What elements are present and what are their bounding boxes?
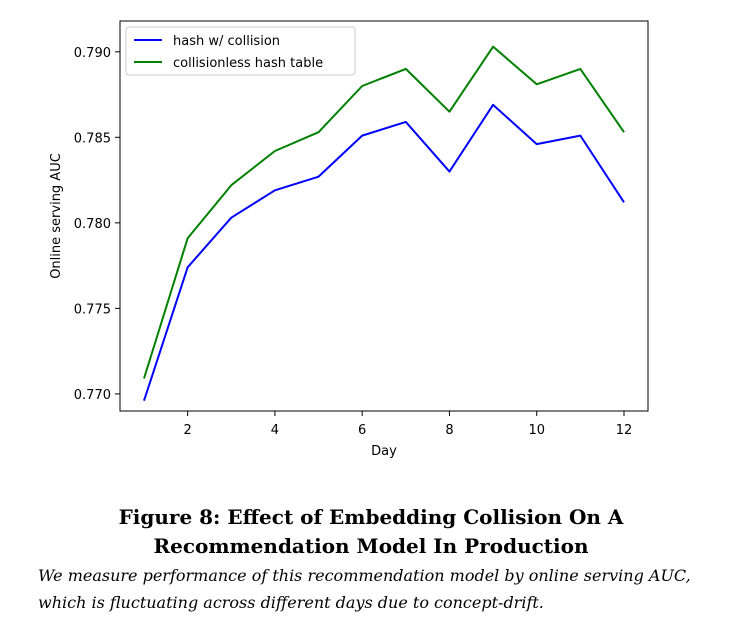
legend-label-collisionless-hash-table: collisionless hash table [173, 56, 323, 71]
ticks-layer: 2 4 6 8 10 12 0.770 0.775 0.780 0.785 0.790 [74, 46, 632, 438]
y-tick-label: 0.780 [74, 217, 111, 232]
y-axis-label: Online serving AUC [49, 153, 64, 279]
figure-title: Figure 8: Effect of Embedding Collision … [0, 503, 742, 561]
x-tick-label: 8 [445, 423, 453, 438]
legend-frame [125, 26, 356, 76]
y-tick-label: 0.785 [74, 131, 111, 146]
x-tick-label: 10 [528, 423, 545, 438]
x-tick-label: 4 [271, 423, 279, 438]
figure-caption-line-2: which is fluctuating across different da… [38, 593, 544, 612]
series-line-hash-w-collision [143, 103, 625, 402]
y-tick-label: 0.775 [74, 302, 111, 317]
figure-caption-line-1: We measure performance of this recommend… [38, 566, 691, 585]
x-tick-label: 6 [358, 423, 366, 438]
series-layer [143, 45, 625, 402]
legend-label-hash-w-collision: hash w/ collision [173, 34, 280, 49]
figure-caption: We measure performance of this recommend… [38, 562, 738, 616]
plot-frame [119, 20, 649, 412]
figure-title-line-2: Recommendation Model In Production [153, 534, 589, 558]
figure-title-line-1: Figure 8: Effect of Embedding Collision … [118, 505, 624, 529]
x-axis-label: Day [371, 444, 397, 459]
y-tick-label: 0.770 [74, 388, 111, 403]
y-tick-label: 0.790 [74, 46, 111, 61]
legend: hash w/ collision collisionless hash tab… [125, 26, 356, 76]
x-tick-label: 12 [616, 423, 633, 438]
x-tick-label: 2 [183, 423, 191, 438]
line-chart: 2 4 6 8 10 12 0.770 0.775 0.780 0.785 0.790 Day On… [49, 20, 649, 459]
series-line-collisionless-hash-table [143, 45, 625, 379]
